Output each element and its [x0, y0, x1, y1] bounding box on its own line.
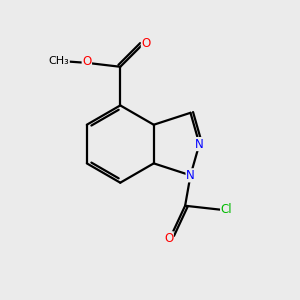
Text: CH₃: CH₃: [49, 56, 69, 66]
Text: O: O: [164, 232, 173, 245]
Text: O: O: [141, 37, 151, 50]
Text: Cl: Cl: [220, 203, 232, 216]
Text: N: N: [195, 138, 204, 151]
Text: N: N: [186, 169, 195, 182]
Text: O: O: [82, 55, 92, 68]
